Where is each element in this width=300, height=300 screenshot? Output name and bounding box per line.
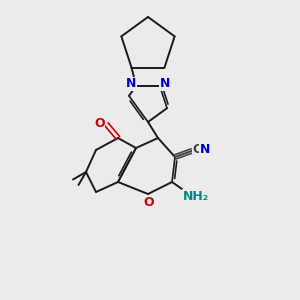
Text: N: N <box>160 77 170 90</box>
Text: N: N <box>126 77 136 90</box>
Text: N: N <box>200 143 210 156</box>
Text: O: O <box>144 196 154 209</box>
Text: O: O <box>94 117 105 130</box>
Text: NH₂: NH₂ <box>183 190 209 203</box>
Text: C: C <box>192 143 202 156</box>
